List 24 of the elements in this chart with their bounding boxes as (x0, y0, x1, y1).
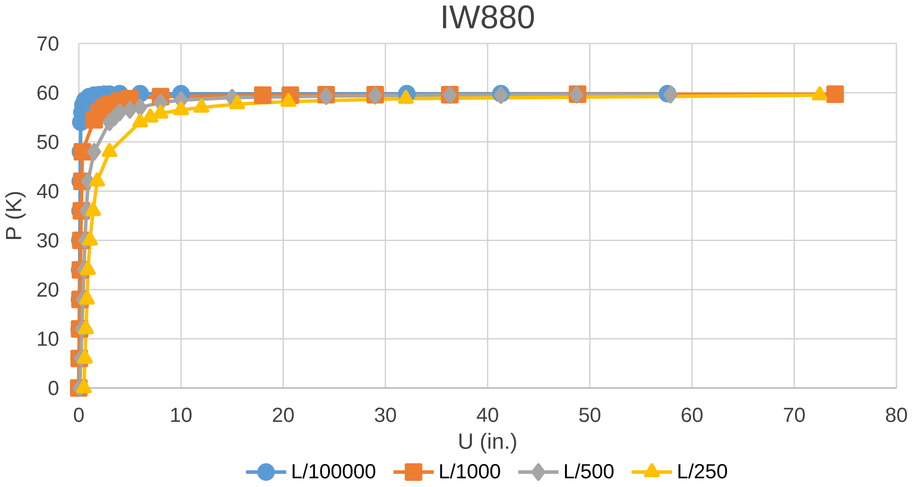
y-tick-label: 60 (38, 86, 58, 100)
y-tick-label: 50 (37, 134, 58, 150)
x-tick-label: 10 (171, 408, 192, 422)
x-tick-label: 20 (272, 408, 294, 422)
y-tick-label: 30 (37, 233, 58, 248)
y-tick-label: 40 (36, 184, 58, 198)
x-tick-label: 80 (886, 408, 907, 422)
x-tick-label: 30 (374, 408, 396, 422)
chart-title: IW880 (443, 5, 534, 29)
x-tick-label: 50 (579, 408, 600, 422)
y-tick-label: 0 (48, 380, 58, 396)
x-axis-title: U (in.) (459, 432, 516, 454)
x-tick-label: 40 (476, 408, 498, 422)
x-tick-label: 70 (784, 408, 805, 422)
x-tick-label: 0 (74, 408, 84, 422)
x-tick-label: 60 (682, 408, 703, 422)
legend-label: L/500 (565, 464, 614, 479)
legend-label: L/1000 (440, 464, 500, 479)
y-axis-title: P (K) (5, 192, 26, 240)
legend-label: L/100000 (292, 464, 376, 479)
y-tick-label: 10 (38, 332, 58, 346)
legend-label: L/250 (678, 464, 728, 479)
y-tick-label: 70 (38, 36, 58, 51)
y-tick-label: 20 (38, 282, 58, 297)
